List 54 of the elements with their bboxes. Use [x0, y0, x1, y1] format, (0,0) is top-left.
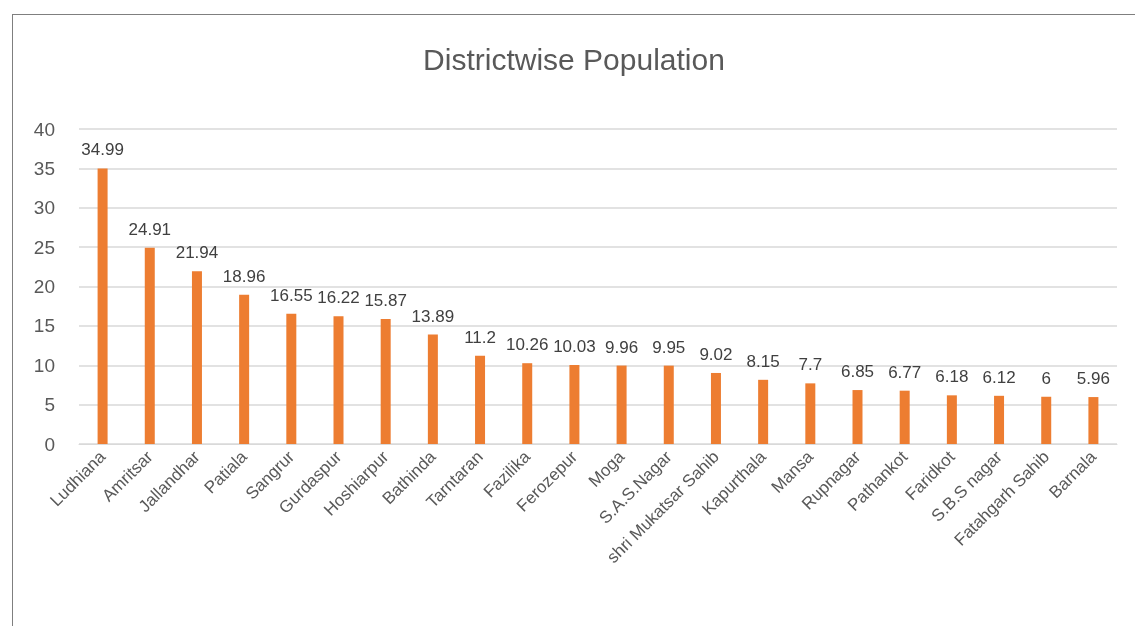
bar [286, 313, 297, 444]
bar [1088, 397, 1099, 444]
data-label: 11.2 [464, 327, 496, 347]
data-label: 24.91 [128, 219, 172, 239]
data-label: 6.77 [888, 362, 922, 382]
y-tick-label: 40 [33, 118, 55, 140]
bar [946, 395, 957, 444]
bar [1041, 396, 1052, 444]
y-tick-label: 20 [33, 276, 55, 297]
bar [427, 334, 438, 444]
y-tick-label: 10 [33, 354, 55, 376]
bar [758, 379, 769, 444]
data-label: 6 [1041, 368, 1051, 388]
data-label: 6.12 [982, 367, 1016, 387]
data-label: 6.85 [840, 362, 875, 382]
chart-title: Districtwise Population [423, 42, 725, 76]
y-tick-label: 35 [33, 157, 55, 179]
data-label: 15.87 [364, 291, 407, 311]
data-label: 13.89 [411, 306, 455, 326]
bar [663, 365, 674, 444]
bar [852, 390, 863, 444]
data-label: 16.22 [317, 288, 360, 308]
y-tick-label: 30 [33, 197, 55, 219]
data-label: 18.96 [222, 266, 266, 286]
bar [899, 390, 910, 444]
data-label: 6.18 [935, 367, 969, 387]
y-tick-label: 25 [33, 236, 55, 258]
bar [710, 372, 721, 444]
bar [144, 247, 155, 444]
data-label: 16.55 [270, 285, 313, 305]
data-label: 21.94 [175, 243, 219, 263]
bar [994, 395, 1005, 444]
y-tick-label: 0 [44, 433, 55, 455]
data-label: 10.03 [553, 337, 596, 357]
bar [97, 168, 108, 444]
bar [475, 355, 486, 444]
data-label: 9.95 [652, 337, 686, 357]
bar [333, 316, 344, 444]
bar [569, 365, 580, 444]
data-label: 7.7 [798, 355, 823, 375]
data-label: 8.15 [746, 351, 780, 371]
y-tick-label: 15 [33, 315, 55, 337]
bar [616, 365, 627, 444]
bar [239, 294, 250, 444]
data-label: 5.96 [1076, 369, 1110, 389]
y-tick-label: 5 [44, 394, 55, 416]
data-label: 9.96 [605, 337, 639, 357]
bar [191, 271, 202, 444]
bar [380, 319, 391, 444]
bar [522, 363, 533, 444]
data-label: 9.02 [699, 344, 733, 364]
bar [805, 383, 816, 444]
data-label: 34.99 [81, 140, 124, 160]
data-label: 10.26 [505, 335, 549, 355]
